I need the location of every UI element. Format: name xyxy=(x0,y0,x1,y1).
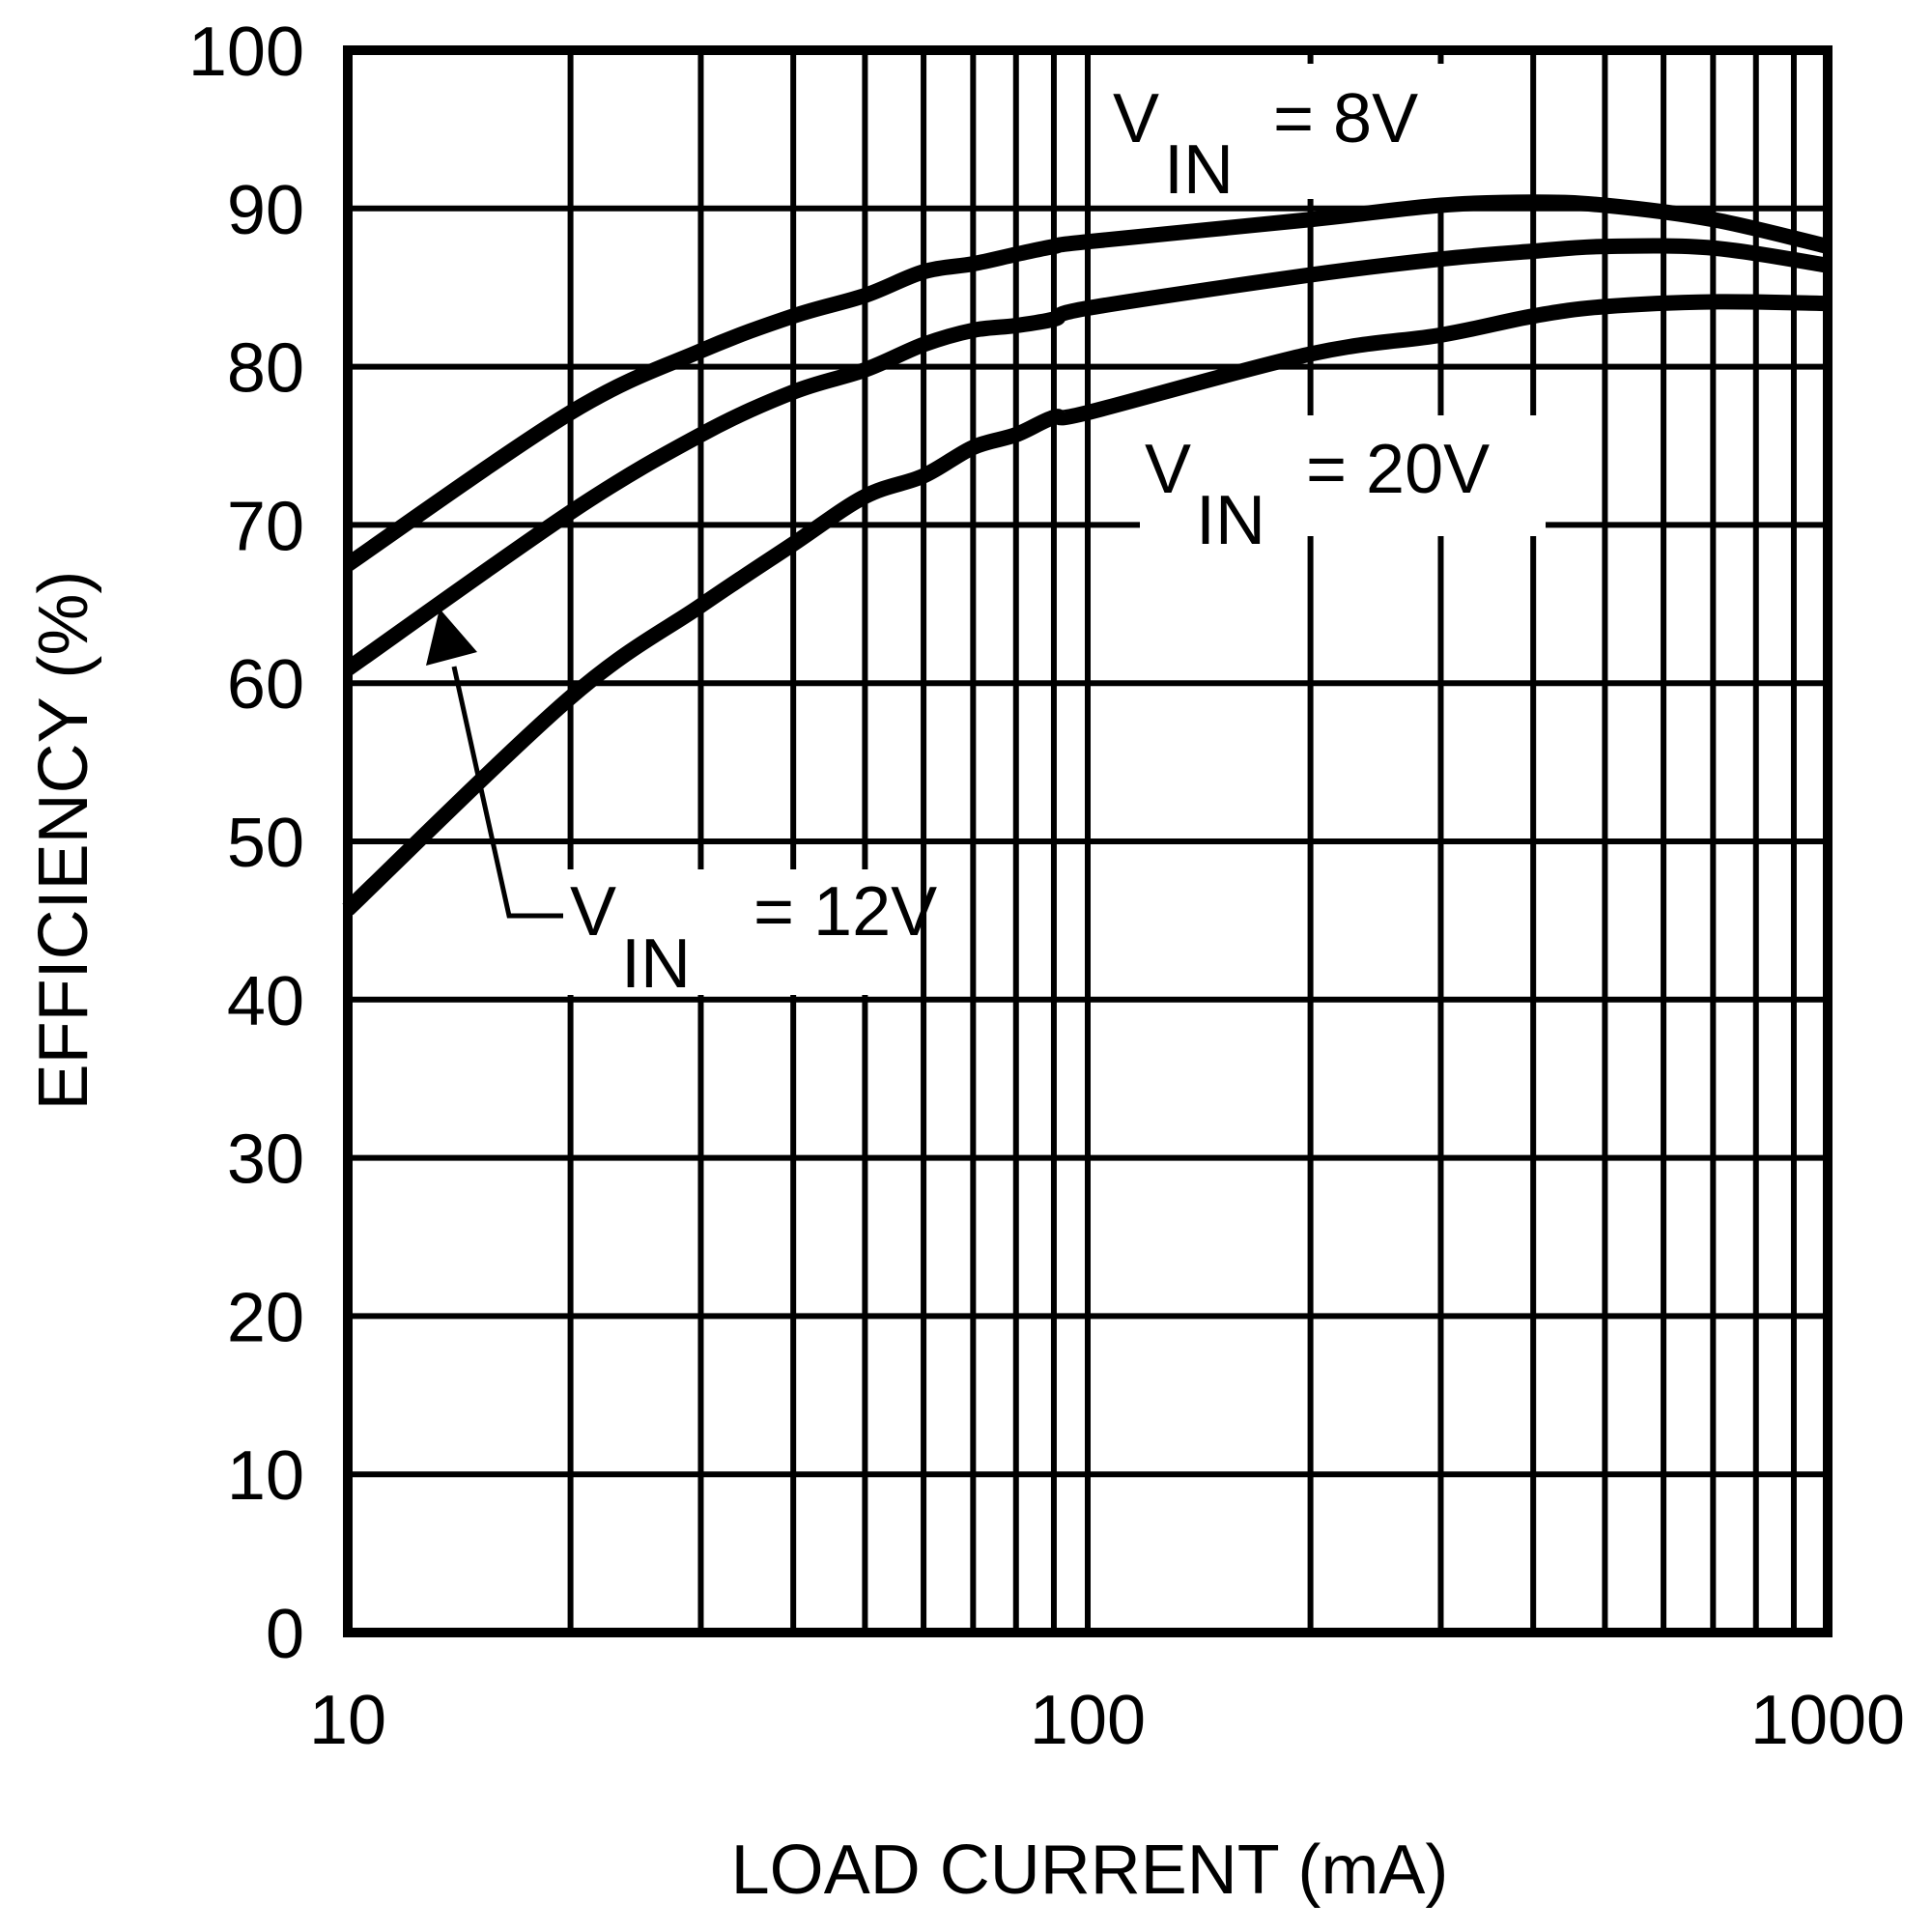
y-tick-label: 50 xyxy=(227,805,304,882)
x-tick-label: 1000 xyxy=(1750,1682,1905,1759)
x-axis-title: LOAD CURRENT (mA) xyxy=(731,1832,1449,1909)
y-axis-title: EFFICIENCY (%) xyxy=(25,571,102,1111)
annotation-20v-value: = 20V xyxy=(1306,431,1490,508)
efficiency-curves xyxy=(342,194,1830,916)
y-axis-tick-labels: 0 10 20 30 40 50 60 70 80 90 100 xyxy=(188,14,304,1673)
y-tick-label: 30 xyxy=(227,1122,304,1199)
annotation-12v-main: V xyxy=(570,873,616,951)
y-tick-label: 80 xyxy=(227,330,304,408)
grid-lines xyxy=(348,50,1828,1633)
y-tick-label: 40 xyxy=(227,963,304,1040)
annotation-12v-leader-line xyxy=(451,666,563,919)
x-axis-tick-labels: 10 100 1000 xyxy=(309,1682,1905,1759)
annotation-background xyxy=(565,869,913,995)
annotation-8v-main: V xyxy=(1113,80,1159,157)
arrow-head-icon xyxy=(426,609,477,666)
y-tick-label: 0 xyxy=(266,1596,304,1673)
annotation-20v-sub: IN xyxy=(1196,482,1265,559)
y-tick-label: 20 xyxy=(227,1279,304,1356)
curve-vin-12v xyxy=(343,238,1830,676)
y-tick-label: 10 xyxy=(227,1437,304,1515)
curve-vin-20v xyxy=(342,294,1829,916)
y-tick-label: 70 xyxy=(227,488,304,565)
label-masks xyxy=(565,64,1546,995)
annotation-8v-value: = 8V xyxy=(1273,80,1418,157)
annotation-vin-8v: V IN = 8V xyxy=(1113,80,1418,209)
plot-frame xyxy=(343,45,1833,1637)
y-tick-label: 100 xyxy=(188,14,304,91)
annotation-background xyxy=(1111,64,1463,199)
x-tick-label: 10 xyxy=(309,1682,386,1759)
curve-vin-8v xyxy=(343,194,1830,571)
y-tick-label: 90 xyxy=(227,172,304,249)
x-tick-label: 100 xyxy=(1030,1682,1146,1759)
annotation-vin-12v: V IN = 12V xyxy=(426,609,937,1003)
annotation-20v-main: V xyxy=(1145,431,1191,508)
annotation-vin-20v: V IN = 20V xyxy=(1145,431,1490,559)
annotation-background xyxy=(1140,415,1546,536)
annotation-12v-value: = 12V xyxy=(753,873,937,951)
annotation-8v-sub: IN xyxy=(1164,131,1234,209)
y-tick-label: 60 xyxy=(227,646,304,724)
annotation-12v-sub: IN xyxy=(621,925,691,1003)
